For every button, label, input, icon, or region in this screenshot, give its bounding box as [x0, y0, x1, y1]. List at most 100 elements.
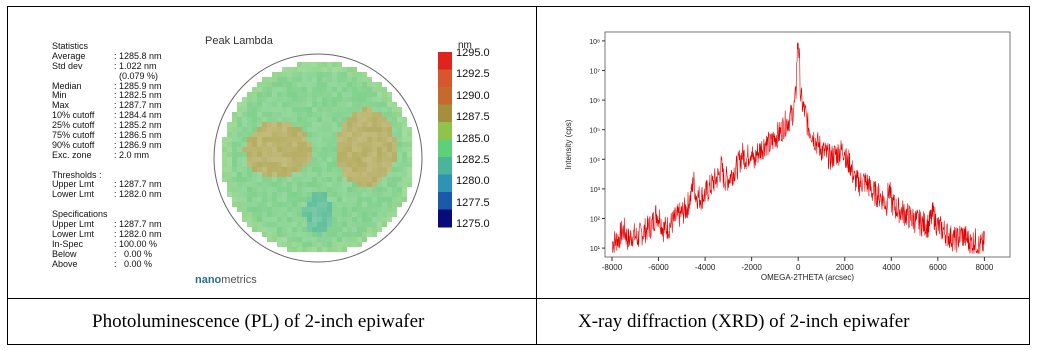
- wafer-pixel: [397, 137, 402, 142]
- wafer-pixel: [352, 122, 357, 127]
- x-tick-label: 6000: [929, 263, 947, 272]
- wafer-pixel: [287, 67, 292, 72]
- wafer-pixel: [302, 137, 307, 142]
- wafer-pixel: [292, 202, 297, 207]
- wafer-pixel: [232, 167, 237, 172]
- wafer-pixel: [367, 167, 372, 172]
- threshold-row: Lower Lmt: 1282.0 nm: [52, 189, 162, 200]
- wafer-pixel: [302, 227, 307, 232]
- wafer-pixel: [347, 177, 352, 182]
- wafer-pixel: [277, 82, 282, 87]
- wafer-pixel: [327, 197, 332, 202]
- wafer-pixel: [237, 157, 242, 162]
- wafer-pixel: [237, 207, 242, 212]
- wafer-pixel: [292, 192, 297, 197]
- wafer-pixel: [282, 177, 287, 182]
- wafer-pixel: [292, 182, 297, 187]
- wafer-pixel: [252, 187, 257, 192]
- wafer-pixel: [242, 132, 247, 137]
- wafer-pixel: [307, 147, 312, 152]
- wafer-pixel: [252, 167, 257, 172]
- wafer-pixels: [222, 62, 412, 252]
- wafer-pixel: [332, 222, 337, 227]
- wafer-pixel: [317, 217, 322, 222]
- stat-key: Average: [52, 50, 86, 61]
- wafer-pixel: [377, 182, 382, 187]
- wafer-pixel: [322, 82, 327, 87]
- wafer-pixel: [247, 222, 252, 227]
- wafer-pixel: [347, 147, 352, 152]
- wafer-pixel: [312, 112, 317, 117]
- wafer-pixel: [392, 137, 397, 142]
- y-axis-label: Intensity (cps): [564, 119, 573, 169]
- wafer-pixel: [387, 142, 392, 147]
- wafer-pixel: [387, 97, 392, 102]
- wafer-pixel: [342, 177, 347, 182]
- stat-key: 75% cutoff: [52, 130, 95, 141]
- wafer-pixel: [232, 152, 237, 157]
- wafer-pixel: [362, 182, 367, 187]
- wafer-pixel: [312, 237, 317, 242]
- wafer-pixel: [382, 127, 387, 132]
- wafer-pixel: [362, 127, 367, 132]
- wafer-pixel: [247, 172, 252, 177]
- wafer-pixel: [392, 182, 397, 187]
- wafer-pixel: [257, 112, 262, 117]
- wafer-pixel: [262, 222, 267, 227]
- stat-value: : 1286.9 nm: [114, 139, 162, 150]
- wafer-pixel: [352, 132, 357, 137]
- wafer-pixel: [342, 232, 347, 237]
- wafer-pixel: [272, 217, 277, 222]
- wafer-pixel: [267, 237, 272, 242]
- wafer-pixel: [352, 182, 357, 187]
- wafer-pixel: [332, 102, 337, 107]
- wafer-pixel: [382, 182, 387, 187]
- wafer-pixel: [272, 162, 277, 167]
- wafer-pixel: [252, 212, 257, 217]
- stat-value: (0.079 %): [114, 70, 159, 81]
- wafer-pixel: [362, 157, 367, 162]
- wafer-pixel: [352, 162, 357, 167]
- wafer-pixel: [407, 127, 412, 132]
- wafer-pixel: [317, 202, 322, 207]
- wafer-pixel: [322, 177, 327, 182]
- wafer-pixel: [327, 142, 332, 147]
- wafer-pixel: [257, 102, 262, 107]
- wafer-pixel: [247, 122, 252, 127]
- wafer-pixel: [317, 237, 322, 242]
- wafer-pixel: [332, 157, 337, 162]
- wafer-pixel: [277, 127, 282, 132]
- wafer-pixel: [357, 122, 362, 127]
- wafer-pixel: [292, 97, 297, 102]
- y-tick-label: 10⁷: [590, 69, 601, 76]
- x-tick-label: -8000: [602, 263, 623, 272]
- stat-value: : 1286.5 nm: [114, 130, 162, 141]
- wafer-pixel: [362, 232, 367, 237]
- wafer-pixel: [242, 147, 247, 152]
- wafer-pixel: [367, 132, 372, 137]
- wafer-pixel: [267, 202, 272, 207]
- wafer-pixel: [317, 192, 322, 197]
- wafer-pixel: [272, 182, 277, 187]
- wafer-pixel: [402, 152, 407, 157]
- wafer-pixel: [272, 197, 277, 202]
- wafer-pixel: [402, 157, 407, 162]
- wafer-pixel: [247, 217, 252, 222]
- wafer-pixel: [297, 237, 302, 242]
- wafer-pixel: [342, 152, 347, 157]
- wafer-pixel: [372, 197, 377, 202]
- wafer-pixel: [327, 237, 332, 242]
- spec-row: Below: 0.00 %: [52, 249, 162, 260]
- wafer-pixel: [367, 202, 372, 207]
- wafer-pixel: [237, 117, 242, 122]
- y-tick-label: 10²: [590, 216, 601, 223]
- wafer-pixel: [367, 97, 372, 102]
- wafer-pixel: [357, 162, 362, 167]
- wafer-pixel: [397, 112, 402, 117]
- wafer-pixel: [287, 177, 292, 182]
- wafer-pixel: [292, 67, 297, 72]
- wafer-pixel: [247, 212, 252, 217]
- wafer-pixel: [397, 157, 402, 162]
- wafer-pixel: [352, 157, 357, 162]
- wafer-pixel: [317, 87, 322, 92]
